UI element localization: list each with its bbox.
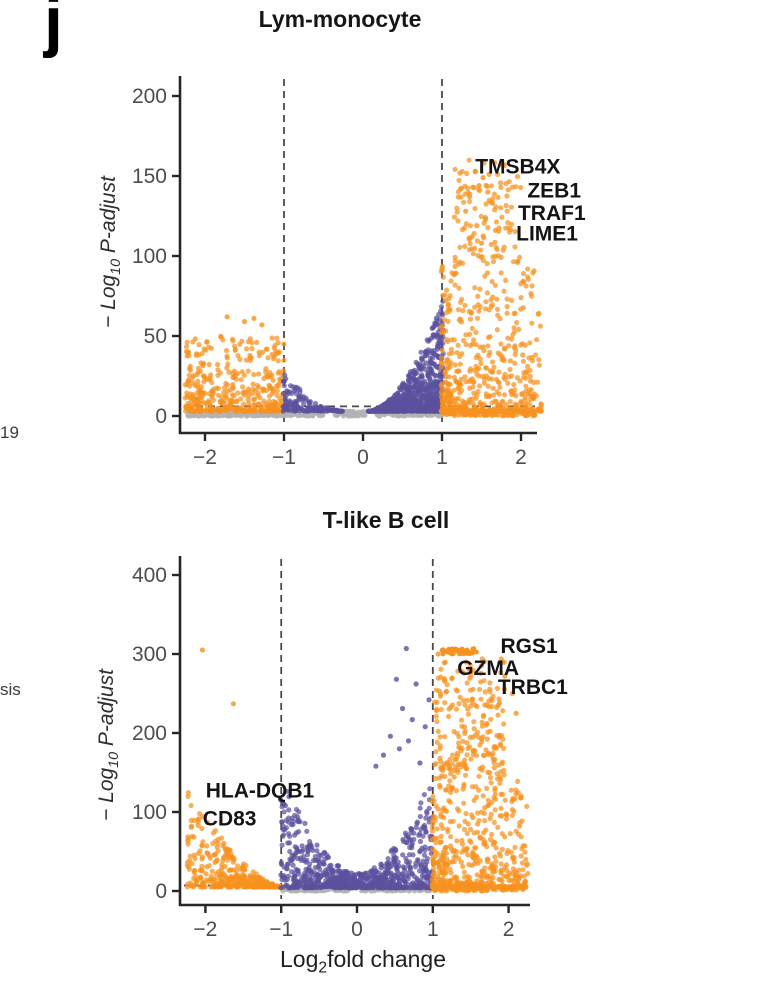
- x-tick-label: 2: [503, 918, 515, 941]
- y-tick-label: 150: [132, 165, 167, 188]
- points-up-low-orange-band: [431, 885, 527, 894]
- panel-label: j: [44, 0, 63, 59]
- gene-label-RGS1: RGS1: [500, 635, 558, 658]
- points-mid-left-purple: [280, 372, 345, 414]
- points-down-regulated-orange: [184, 790, 285, 890]
- chart-title-lym-monocyte: Lym-monocyte: [258, 6, 422, 32]
- gene-label-TRAF1: TRAF1: [518, 202, 586, 225]
- y-tick-label: 0: [155, 405, 167, 428]
- y-tick-label: 100: [132, 801, 167, 824]
- x-axis-label-subscript: 2: [318, 959, 328, 977]
- y-tick-label: 200: [132, 85, 167, 108]
- y-tick-label: 200: [132, 722, 167, 745]
- points-outliers-purple: [373, 645, 432, 769]
- chart-title-t-like-b-cell: T-like B cell: [322, 507, 450, 533]
- y-tick-label: 300: [132, 643, 167, 666]
- points-mid-purple-v: [278, 786, 436, 891]
- points-rgs1-dense-streak: [439, 646, 479, 657]
- points-mid-right-purple: [365, 298, 447, 414]
- gene-label-LIME1: LIME1: [516, 223, 578, 246]
- x-tick-label: −1: [269, 918, 293, 941]
- clipped-edge-text-2: sis: [0, 680, 21, 699]
- points-outliers-orange: [199, 647, 519, 716]
- y-tick-label: 0: [155, 880, 167, 903]
- x-tick-label: 0: [357, 446, 369, 469]
- x-axis-label-suffix: fold change: [327, 946, 446, 972]
- points-down-regulated-orange: [182, 333, 288, 414]
- x-tick-label: 1: [436, 446, 448, 469]
- gene-label-ZEB1: ZEB1: [527, 179, 581, 202]
- x-tick-label: −2: [193, 446, 217, 469]
- x-axis-label-prefix: Log: [279, 946, 319, 972]
- gene-label-CD83: CD83: [203, 807, 257, 830]
- gene-label-GZMA: GZMA: [457, 657, 519, 680]
- x-tick-label: −1: [272, 446, 296, 469]
- points-up-low-orange-band: [441, 408, 538, 419]
- x-tick-label: 0: [351, 918, 363, 941]
- gene-label-HLA-DQB1: HLA-DQB1: [206, 780, 315, 803]
- x-tick-label: 1: [427, 918, 439, 941]
- y-tick-label: 50: [144, 325, 167, 348]
- y-tick-label: 100: [132, 245, 167, 268]
- points-outliers-orange: [224, 168, 499, 328]
- clipped-edge-text-1: 19: [0, 423, 19, 442]
- points-up-regulated-orange: [429, 656, 531, 890]
- x-tick-label: 2: [515, 446, 527, 469]
- gene-label-TRBC1: TRBC1: [498, 676, 568, 699]
- x-tick-label: −2: [193, 918, 217, 941]
- x-axis-label: Log2fold change: [233, 946, 493, 976]
- gene-label-TMSB4X: TMSB4X: [475, 155, 560, 178]
- y-tick-label: 400: [132, 564, 167, 587]
